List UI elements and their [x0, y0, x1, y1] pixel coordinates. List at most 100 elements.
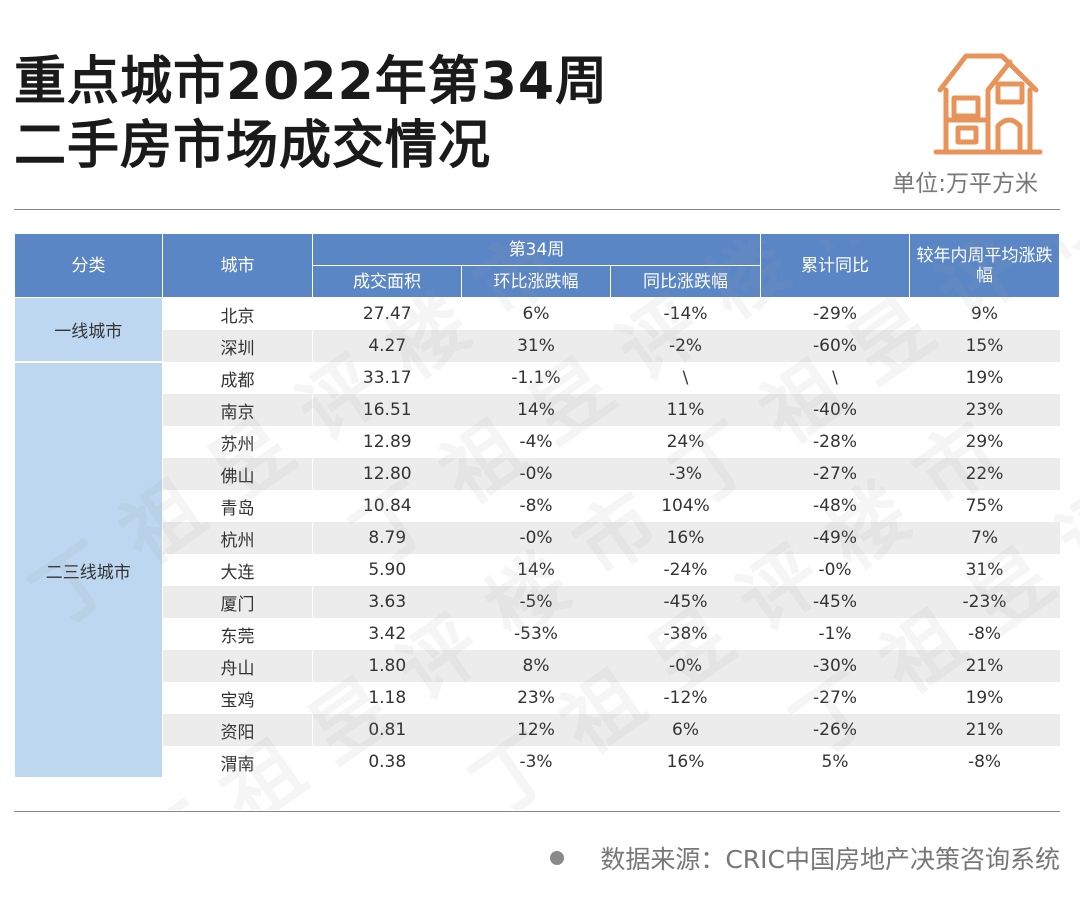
cell-cumulative-yoy: -48%	[761, 490, 910, 522]
cell-volume: 5.90	[313, 554, 462, 586]
cell-vs-avg: 15%	[910, 330, 1060, 362]
cell-volume: 1.18	[313, 682, 462, 714]
city-cell: 渭南	[163, 746, 313, 778]
cell-volume: 27.47	[313, 298, 462, 331]
cell-yoy: \	[611, 362, 761, 394]
header-yoy: 同比涨跌幅	[611, 266, 761, 298]
cell-vs-avg: -8%	[910, 618, 1060, 650]
cell-volume: 4.27	[313, 330, 462, 362]
city-cell: 佛山	[163, 458, 313, 490]
cell-mom: -8%	[462, 490, 611, 522]
cell-cumulative-yoy: -29%	[761, 298, 910, 331]
header-city: 城市	[163, 234, 313, 298]
cell-mom: -0%	[462, 458, 611, 490]
divider-top	[14, 209, 1060, 210]
table-row: 东莞 3.42 -53% -38% -1% -8%	[15, 618, 1060, 650]
cell-mom: 14%	[462, 554, 611, 586]
table-row: 二三线城市 成都 33.17 -1.1% \ \ 19%	[15, 362, 1060, 394]
cell-volume: 12.89	[313, 426, 462, 458]
city-cell: 青岛	[163, 490, 313, 522]
city-cell: 苏州	[163, 426, 313, 458]
cell-cumulative-yoy: -27%	[761, 682, 910, 714]
cell-cumulative-yoy: -45%	[761, 586, 910, 618]
city-cell: 杭州	[163, 522, 313, 554]
city-cell: 南京	[163, 394, 313, 426]
category-cell: 二三线城市	[15, 362, 163, 778]
cell-volume: 10.84	[313, 490, 462, 522]
source-text: 数据来源：CRIC中国房地产决策咨询系统	[600, 840, 1060, 876]
cell-volume: 1.80	[313, 650, 462, 682]
city-cell: 成都	[163, 362, 313, 394]
cell-vs-avg: -23%	[910, 586, 1060, 618]
cell-cumulative-yoy: -49%	[761, 522, 910, 554]
table-body: 一线城市 北京 27.47 6% -14% -29% 9% 深圳 4.27 31% -2% -60% 1…	[15, 298, 1060, 779]
cell-yoy: -24%	[611, 554, 761, 586]
cell-yoy: 16%	[611, 522, 761, 554]
bullet-dot-icon	[550, 851, 564, 865]
cell-mom: 6%	[462, 298, 611, 331]
table-row: 南京 16.51 14% 11% -40% 23%	[15, 394, 1060, 426]
cell-vs-avg: 7%	[910, 522, 1060, 554]
city-cell: 舟山	[163, 650, 313, 682]
cell-volume: 8.79	[313, 522, 462, 554]
cell-vs-avg: 21%	[910, 650, 1060, 682]
cell-mom: -3%	[462, 746, 611, 778]
cell-mom: 8%	[462, 650, 611, 682]
cell-mom: 12%	[462, 714, 611, 746]
cell-cumulative-yoy: -26%	[761, 714, 910, 746]
cell-volume: 3.42	[313, 618, 462, 650]
cell-yoy: -12%	[611, 682, 761, 714]
cell-yoy: -45%	[611, 586, 761, 618]
cell-yoy: -2%	[611, 330, 761, 362]
table-row: 宝鸡 1.18 23% -12% -27% 19%	[15, 682, 1060, 714]
transaction-table: 分类 城市 第34周 累计同比 较年内周平均涨跌幅 成交面积 环比涨跌幅 同比涨…	[14, 233, 1060, 779]
table-row: 渭南 0.38 -3% 16% 5% -8%	[15, 746, 1060, 778]
cell-volume: 12.80	[313, 458, 462, 490]
cell-cumulative-yoy: -40%	[761, 394, 910, 426]
table-row: 大连 5.90 14% -24% -0% 31%	[15, 554, 1060, 586]
table-row: 厦门 3.63 -5% -45% -45% -23%	[15, 586, 1060, 618]
table-row: 杭州 8.79 -0% 16% -49% 7%	[15, 522, 1060, 554]
cell-vs-avg: 19%	[910, 682, 1060, 714]
cell-vs-avg: 23%	[910, 394, 1060, 426]
cell-mom: 31%	[462, 330, 611, 362]
cell-vs-avg: -8%	[910, 746, 1060, 778]
header-mom: 环比涨跌幅	[462, 266, 611, 298]
cell-yoy: -38%	[611, 618, 761, 650]
cell-vs-avg: 22%	[910, 458, 1060, 490]
unit-label: 单位:万平方米	[892, 164, 1038, 198]
city-cell: 宝鸡	[163, 682, 313, 714]
city-cell: 资阳	[163, 714, 313, 746]
cell-mom: -53%	[462, 618, 611, 650]
cell-cumulative-yoy: -60%	[761, 330, 910, 362]
cell-vs-avg: 19%	[910, 362, 1060, 394]
cell-vs-avg: 9%	[910, 298, 1060, 331]
table-row: 深圳 4.27 31% -2% -60% 15%	[15, 330, 1060, 362]
table-row: 资阳 0.81 12% 6% -26% 21%	[15, 714, 1060, 746]
cell-cumulative-yoy: -27%	[761, 458, 910, 490]
cell-cumulative-yoy: \	[761, 362, 910, 394]
page-title: 重点城市2022年第34周 二手房市场成交情况	[14, 50, 608, 178]
cell-volume: 0.38	[313, 746, 462, 778]
cell-vs-avg: 31%	[910, 554, 1060, 586]
cell-yoy: 24%	[611, 426, 761, 458]
cell-volume: 3.63	[313, 586, 462, 618]
cell-yoy: 16%	[611, 746, 761, 778]
cell-mom: -4%	[462, 426, 611, 458]
cell-vs-avg: 21%	[910, 714, 1060, 746]
house-icon	[932, 46, 1044, 156]
header-cumulative-yoy: 累计同比	[761, 234, 910, 298]
cell-cumulative-yoy: 5%	[761, 746, 910, 778]
cell-volume: 16.51	[313, 394, 462, 426]
city-cell: 深圳	[163, 330, 313, 362]
city-cell: 北京	[163, 298, 313, 331]
cell-mom: -0%	[462, 522, 611, 554]
cell-volume: 33.17	[313, 362, 462, 394]
source-note: 数据来源：CRIC中国房地产决策咨询系统	[550, 840, 1060, 876]
table-row: 苏州 12.89 -4% 24% -28% 29%	[15, 426, 1060, 458]
cell-vs-avg: 75%	[910, 490, 1060, 522]
city-cell: 大连	[163, 554, 313, 586]
title-line-1: 重点城市2022年第34周	[14, 50, 608, 114]
divider-bottom	[14, 811, 1060, 812]
cell-cumulative-yoy: -0%	[761, 554, 910, 586]
